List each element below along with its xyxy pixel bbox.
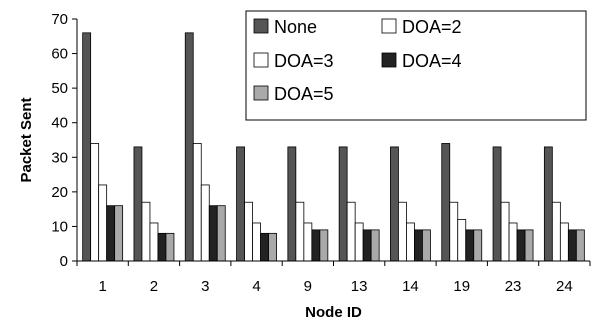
bar-doa-2-node-3 <box>192 143 202 262</box>
legend: None DOA=2 DOA=3 DOA=4 DOA=5 <box>245 10 587 121</box>
bar-doa-4-node-14 <box>414 229 423 262</box>
x-tick-label: 2 <box>150 278 158 295</box>
y-tick-label: 50 <box>51 80 68 97</box>
bar-doa-2-node-19 <box>449 201 459 262</box>
bar-doa-2-node-4 <box>244 201 253 262</box>
legend-label-doa-5: DOA=5 <box>274 84 334 104</box>
x-tick-label: 24 <box>556 278 573 295</box>
bar-doa-3-node-13 <box>354 222 364 262</box>
bar-doa-5-node-13 <box>370 229 380 262</box>
bar-doa-4-node-19 <box>465 229 475 262</box>
bar-none-node-13 <box>338 146 348 262</box>
bar-doa-3-node-1 <box>98 184 108 262</box>
bar-doa-4-node-2 <box>157 232 167 262</box>
legend-swatch-none <box>253 18 269 34</box>
bar-doa-5-node-23 <box>524 229 534 262</box>
bar-doa-3-node-4 <box>252 222 261 262</box>
y-tick-label: 40 <box>51 115 68 132</box>
bar-doa-2-node-2 <box>141 201 151 262</box>
legend-label-none: None <box>274 17 317 37</box>
bar-doa-4-node-23 <box>516 229 526 262</box>
bar-doa-4-node-3 <box>208 205 218 262</box>
x-tick-label: 3 <box>201 278 209 295</box>
bar-doa-4-node-1 <box>106 205 116 262</box>
bar-doa-4-node-4 <box>260 232 269 262</box>
bar-doa-5-node-24 <box>575 229 585 262</box>
y-axis-title: Packet Sent <box>18 97 35 182</box>
bar-doa-5-node-3 <box>216 205 226 262</box>
bar-doa-4-node-9 <box>311 229 321 262</box>
bar-none-node-4 <box>236 146 245 262</box>
bar-doa-2-node-24 <box>551 201 561 262</box>
x-axis-ticks: 1 2 3 4 9 13 14 19 23 24 <box>76 261 591 295</box>
legend-label-doa-3: DOA=3 <box>274 51 334 71</box>
y-tick-label: 30 <box>51 149 68 166</box>
bar-doa-3-node-23 <box>508 222 518 262</box>
bar-doa-5-node-14 <box>422 229 431 262</box>
bar-doa-5-node-2 <box>165 232 175 262</box>
bar-doa-4-node-13 <box>362 229 372 262</box>
bar-doa-2-node-14 <box>398 201 407 262</box>
x-tick-label: 14 <box>402 278 419 295</box>
bar-doa-4-node-24 <box>567 229 577 262</box>
legend-label-doa-4: DOA=4 <box>402 51 462 71</box>
y-axis-ticks: 0 10 20 30 40 50 60 70 <box>51 11 77 270</box>
bar-doa-5-node-4 <box>268 232 277 262</box>
legend-swatch-doa-2 <box>381 18 397 34</box>
x-tick-label: 19 <box>453 278 470 295</box>
x-tick-label: 4 <box>252 278 260 295</box>
legend-swatch-doa-5 <box>253 85 269 101</box>
x-tick-label: 9 <box>304 278 312 295</box>
y-tick-label: 0 <box>60 253 68 270</box>
bar-doa-3-node-9 <box>303 222 313 262</box>
bar-doa-2-node-1 <box>90 143 100 262</box>
y-tick-label: 60 <box>51 46 68 63</box>
bar-doa-3-node-24 <box>559 222 569 262</box>
bar-doa-5-node-1 <box>114 205 124 262</box>
bar-doa-2-node-23 <box>500 201 510 262</box>
x-axis-title: Node ID <box>305 304 362 321</box>
bar-none-node-9 <box>287 146 297 262</box>
bar-none-node-23 <box>492 146 502 262</box>
bar-none-node-3 <box>184 32 194 262</box>
bar-doa-5-node-9 <box>319 229 329 262</box>
y-tick-label: 20 <box>51 184 68 201</box>
bar-doa-5-node-19 <box>473 229 483 262</box>
bar-doa-3-node-19 <box>457 219 467 262</box>
bar-none-node-14 <box>390 146 399 262</box>
legend-label-doa-2: DOA=2 <box>402 17 462 37</box>
legend-swatch-doa-3 <box>253 52 269 68</box>
x-tick-label: 1 <box>98 278 106 295</box>
bar-doa-3-node-2 <box>149 222 159 262</box>
bar-none-node-19 <box>441 143 451 262</box>
bar-none-node-2 <box>133 146 143 262</box>
x-tick-label: 13 <box>351 278 368 295</box>
bar-doa-2-node-9 <box>295 201 305 262</box>
bar-none-node-24 <box>543 146 553 262</box>
bar-doa-3-node-14 <box>406 222 415 262</box>
legend-box <box>245 10 587 121</box>
legend-swatch-doa-4 <box>381 52 397 68</box>
bar-doa-3-node-3 <box>200 184 210 262</box>
y-tick-label: 10 <box>51 218 68 235</box>
y-tick-label: 70 <box>51 11 68 28</box>
bar-none-node-1 <box>82 32 92 262</box>
x-tick-label: 23 <box>505 278 522 295</box>
bar-doa-2-node-13 <box>346 201 356 262</box>
